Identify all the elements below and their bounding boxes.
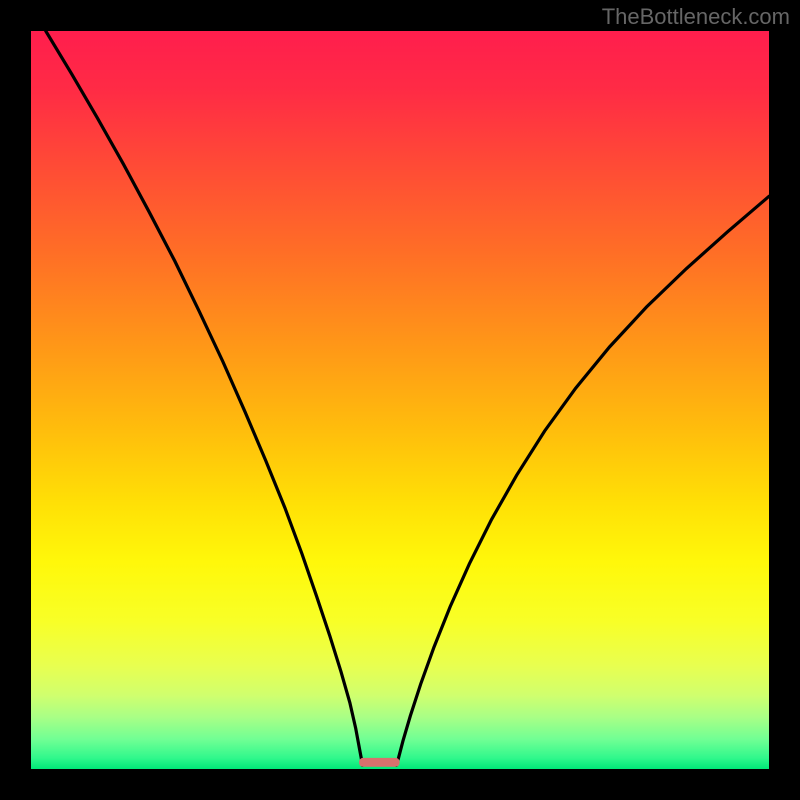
gradient-background [31,31,769,769]
watermark-text: TheBottleneck.com [602,4,790,30]
bottleneck-chart: TheBottleneck.com [0,0,800,800]
optimal-marker [359,758,400,767]
chart-canvas [0,0,800,800]
